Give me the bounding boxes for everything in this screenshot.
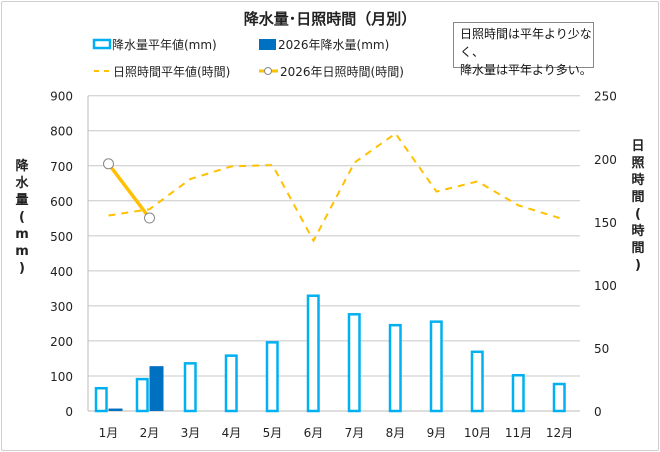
y2-axis-title: 日 (631, 139, 644, 154)
point-2026-sunshine (144, 212, 155, 224)
bar-avg-precip (135, 377, 149, 413)
y-axis-title: ( (19, 210, 25, 225)
y2-axis-title: 間 (631, 190, 644, 205)
y2-axis-title: 時 (631, 172, 644, 188)
legend-label: 降水量平年値(mm) (112, 37, 217, 52)
line-avg-sunshine (108, 132, 560, 243)
x-tick-label: 3月 (181, 426, 201, 440)
bar-avg-precip (224, 354, 238, 413)
y-tick-label: 200 (50, 335, 73, 349)
bar-avg-precip (388, 323, 402, 413)
bar-avg-precip (306, 294, 320, 413)
bar-2026-precip (108, 408, 123, 411)
x-tick-label: 1月 (99, 426, 119, 440)
x-tick-label: 11月 (505, 426, 532, 440)
legend-marker (264, 67, 272, 75)
y-axis-title: 降 (15, 158, 29, 174)
y-tick-label: 100 (50, 370, 73, 384)
bar-avg-precip (470, 350, 484, 413)
y-axis-title: 水 (15, 175, 29, 191)
annotation-box: 日照時間は平年より少なく、 降水量は平年より多い。 (453, 22, 594, 77)
y2-tick-label: 0 (594, 405, 602, 419)
x-tick-label: 7月 (345, 426, 365, 440)
chart-title: 降水量･日照時間（月別） (244, 10, 417, 28)
x-tick-label: 4月 (222, 426, 242, 440)
y-tick-label: 800 (50, 125, 73, 139)
y-tick-label: 600 (50, 195, 73, 209)
y-axis-title: m (15, 227, 29, 242)
y-tick-label: 900 (50, 90, 73, 104)
point-2026-sunshine (103, 158, 114, 170)
bar-2026-precip (149, 366, 164, 411)
y-axis-title: 量 (15, 193, 28, 208)
y2-tick-label: 100 (594, 279, 617, 293)
x-tick-label: 12月 (546, 426, 573, 440)
y2-tick-label: 200 (594, 153, 617, 167)
bar-avg-precip (511, 374, 525, 413)
legend-label: 日照時間平年値(時間) (113, 64, 230, 79)
legend-label: 2026年日照時間(時間) (280, 65, 404, 79)
y2-axis-title: ) (635, 258, 641, 273)
x-tick-label: 5月 (263, 426, 283, 440)
x-tick-label: 6月 (304, 426, 324, 440)
y-tick-label: 700 (50, 160, 73, 174)
x-tick-label: 10月 (464, 426, 491, 440)
annotation-line: 日照時間は平年より少なく、 (460, 27, 592, 59)
bar-avg-precip (265, 341, 279, 413)
legend-label: 2026年降水量(mm) (278, 38, 389, 52)
y-tick-label: 500 (50, 230, 73, 244)
y-tick-label: 400 (50, 265, 73, 279)
legend-swatch-2026-precip (259, 39, 276, 50)
x-tick-label: 8月 (386, 426, 406, 440)
y2-axis-title: 照 (631, 156, 644, 171)
bar-avg-precip (347, 313, 361, 413)
legend-swatch-avg-precip (92, 38, 112, 50)
y-axis-title: m (15, 244, 29, 259)
x-tick-label: 2月 (140, 426, 160, 440)
y-axis-title: ) (19, 261, 25, 276)
bar-avg-precip (429, 320, 443, 413)
bar-avg-precip (94, 386, 108, 413)
y2-axis-title: 時 (631, 223, 644, 239)
y2-tick-label: 50 (594, 342, 609, 356)
y2-axis-title: 間 (631, 241, 644, 256)
y-tick-label: 300 (50, 300, 73, 314)
annotation-line: 降水量は平年より多い。 (460, 63, 592, 77)
bar-avg-precip (552, 382, 566, 413)
y2-tick-label: 250 (594, 90, 617, 104)
line-2026-sunshine (107, 162, 151, 220)
x-tick-label: 9月 (427, 426, 447, 440)
bar-avg-precip (183, 362, 197, 413)
y2-tick-label: 150 (594, 216, 617, 230)
y-tick-label: 0 (65, 405, 73, 419)
y2-axis-title: ( (635, 207, 641, 222)
